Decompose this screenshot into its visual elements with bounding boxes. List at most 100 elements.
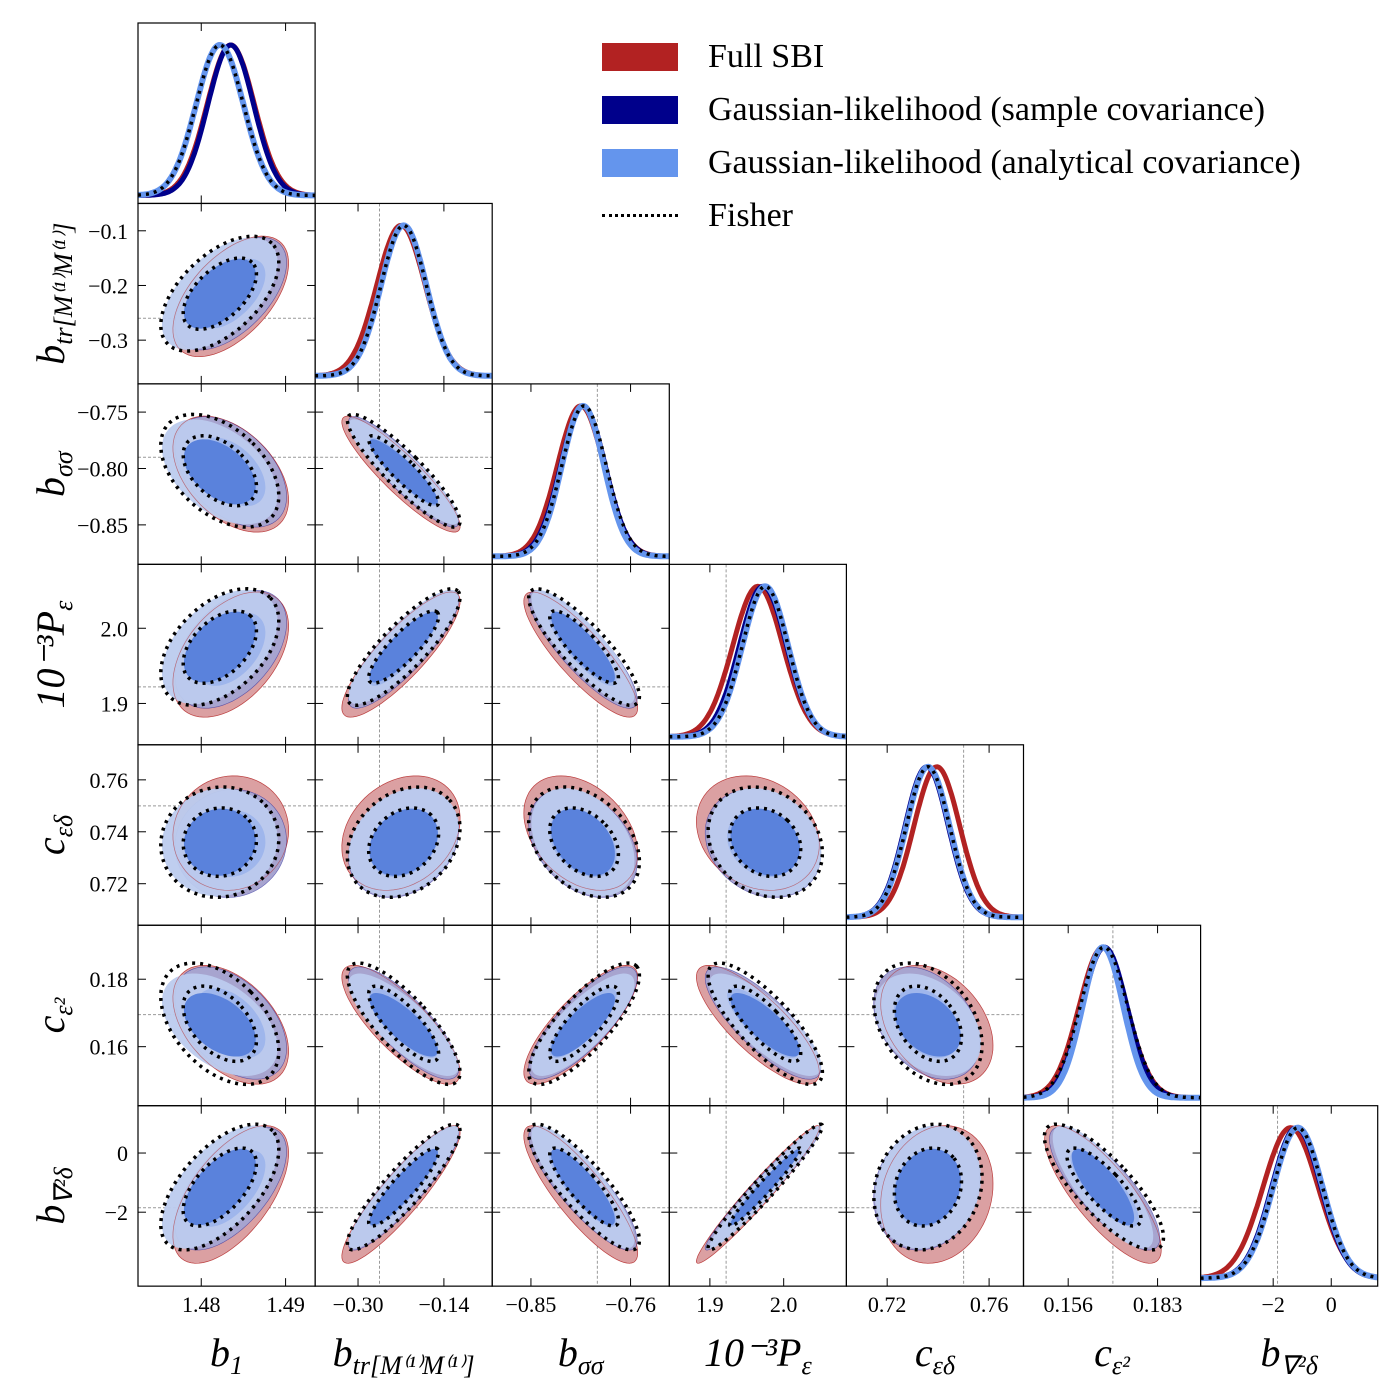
fisher-contour-68 (181, 1146, 259, 1228)
fisher-contour-95 (527, 961, 642, 1087)
panel-content (669, 1105, 847, 1287)
x-tick-label: 1.9 (696, 1292, 724, 1317)
panel-ce2-vs-bnab (1022, 1105, 1202, 1287)
fisher-contour-68 (181, 806, 259, 879)
panel-content (492, 564, 670, 745)
y-tick-label: −0.1 (88, 219, 128, 244)
contour-68-analytic (1071, 1148, 1135, 1226)
panel-bss-vs-ced (491, 744, 670, 926)
panel-frame (314, 202, 493, 385)
panel-content (669, 744, 847, 926)
panel-content (846, 1105, 1024, 1287)
fisher-contour-68 (366, 609, 441, 685)
fisher-contour-95 (527, 587, 642, 708)
panel-b1-vs-btr (137, 202, 316, 385)
pdf-curve-fisher (1200, 1125, 1378, 1280)
fisher-contour-95 (1042, 1122, 1166, 1252)
legend-swatch-analytical-covariance (602, 148, 678, 177)
panel-content (138, 41, 316, 199)
panel-frame (1199, 1105, 1379, 1287)
fisher-contour-68 (181, 256, 259, 332)
fisher-contour-68 (181, 609, 259, 685)
contour-95-sbi-outline (172, 775, 289, 891)
fisher-contour-95 (872, 961, 984, 1087)
y-tick-label: 0 (117, 1141, 128, 1166)
y-tick-label: 0.18 (90, 967, 129, 992)
contour-95-sbi-outline (172, 591, 289, 718)
contour-68-analytic (730, 1148, 800, 1226)
legend-label-analytical-covariance: Gaussian-likelihood (analytical covarian… (708, 143, 1301, 181)
contour-68-analytic (895, 1148, 961, 1226)
x-tick-label: 1.48 (182, 1292, 221, 1317)
pdf-curve-fisher (1023, 945, 1201, 1100)
contour-95-sbi-outline (341, 775, 461, 891)
x-tick-label: −0.30 (333, 1292, 384, 1317)
pdf-curve-analytic (1200, 1124, 1378, 1282)
panel-content (492, 383, 670, 565)
fisher-contour-68 (1065, 1146, 1143, 1228)
fisher-contour-68 (366, 434, 441, 508)
panel-content (846, 744, 1024, 926)
panel-bss-vs-bnab (491, 1105, 670, 1287)
pdf-curve-sample (846, 764, 1024, 920)
panel-content (1023, 1105, 1201, 1287)
x-axis-label-Pe: 10⁻³Pε (704, 1330, 813, 1380)
panel-content (846, 925, 1024, 1106)
x-axis-label-ced: cεδ (915, 1330, 956, 1380)
diagonal-panel-btr (314, 202, 493, 385)
diagonal-panel-ce2 (1022, 924, 1202, 1107)
x-axis-label-ce2: cε² (1094, 1330, 1131, 1380)
fisher-contour-68 (548, 984, 621, 1064)
contour-68-analytic (183, 258, 256, 329)
contour-95-sbi-outline (523, 1125, 639, 1264)
contour-68-analytic (730, 993, 800, 1057)
contour-68-analytic (551, 611, 615, 683)
panel-content (1200, 1105, 1378, 1287)
y-tick-label: −0.75 (77, 400, 128, 425)
fisher-contour-95 (159, 961, 281, 1087)
panel-content (315, 744, 493, 926)
pdf-curve-sbi (492, 403, 670, 559)
contour-68-analytic (369, 808, 438, 876)
fisher-contour-68 (892, 1146, 964, 1228)
diagonal-panel-bss (491, 383, 670, 565)
panel-content (492, 1105, 670, 1287)
panel-b1-vs-ce2 (137, 924, 316, 1107)
contour-95-sbi-outline (880, 964, 994, 1085)
fisher-contour-95 (159, 234, 281, 353)
fisher-contour-95 (526, 785, 642, 900)
contour-68-analytic (183, 1148, 256, 1226)
pdf-curve-analytic (669, 583, 847, 740)
contour-68-analytic (369, 1148, 438, 1226)
pdf-curve-sample (315, 222, 493, 379)
fisher-contour-95 (345, 587, 462, 708)
y-tick-label: 0.76 (90, 768, 129, 793)
x-tick-label: 1.49 (266, 1292, 305, 1317)
pdf-curve-sbi (315, 223, 493, 379)
pdf-curve-analytic (1023, 944, 1201, 1101)
panel-btr-vs-bss (314, 383, 493, 565)
legend-item-sample-covariance: Gaussian-likelihood (sample covariance) (602, 83, 1301, 136)
panel-content (669, 564, 847, 745)
contour-68-analytic (551, 993, 615, 1057)
legend-label-full-sbi: Full SBI (708, 37, 825, 75)
pdf-curve-sbi (1200, 1125, 1378, 1280)
diagonal-panel-Pe (668, 563, 847, 746)
panel-content (315, 383, 493, 565)
x-tick-label: −0.14 (418, 1292, 469, 1317)
x-tick-label: −2 (1261, 1292, 1284, 1317)
diagonal-panel-ced (845, 744, 1025, 926)
x-tick-label: 0.72 (868, 1292, 907, 1317)
pdf-curve-analytic (492, 402, 670, 560)
contour-68-analytic (895, 993, 961, 1057)
pdf-curve-analytic (846, 763, 1024, 921)
y-tick-label: 0.72 (90, 872, 129, 897)
contour-68-analytic (183, 993, 256, 1057)
fisher-contour-95 (872, 1122, 984, 1252)
panel-ced-vs-bnab (845, 1105, 1025, 1287)
x-tick-label: −0.85 (505, 1292, 556, 1317)
panel-b1-vs-Pe (137, 563, 316, 746)
y-axis-label-bnab: b∇²δ (28, 1166, 78, 1224)
x-tick-label: −0.76 (605, 1292, 656, 1317)
fisher-contour-68 (181, 984, 259, 1064)
